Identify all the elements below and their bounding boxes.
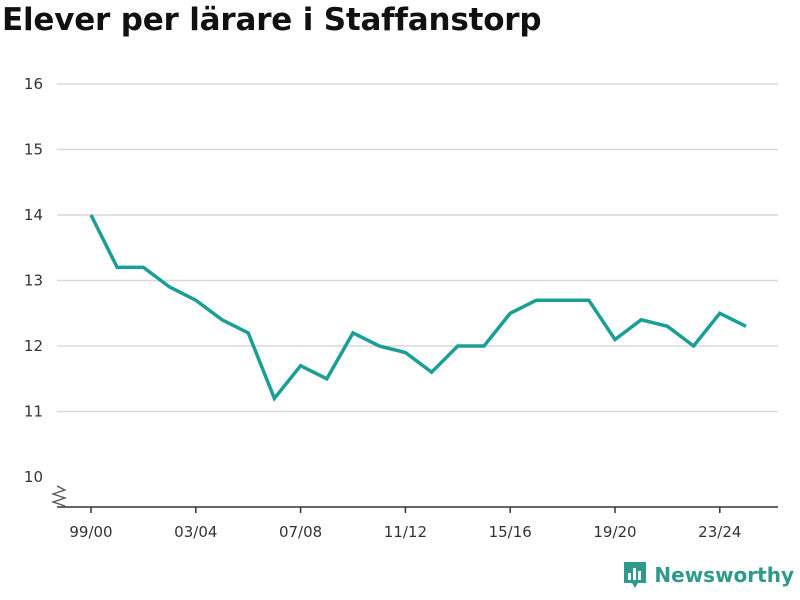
y-tick-label: 13 — [24, 272, 43, 290]
x-tick-label: 19/20 — [593, 523, 636, 541]
y-tick-label: 10 — [24, 468, 43, 486]
y-axis-ticks: 10 11 12 13 14 15 16 — [24, 75, 43, 486]
newsworthy-logo[interactable]: Newsworthy — [622, 560, 794, 590]
y-tick-label: 12 — [24, 337, 43, 355]
x-tick-label: 23/24 — [698, 523, 741, 541]
x-axis: 99/00 03/04 07/08 11/12 15/16 19/20 23/24 — [57, 506, 778, 541]
y-tick-label: 14 — [24, 206, 43, 224]
x-tick-label: 03/04 — [174, 523, 217, 541]
series-layer — [89, 214, 747, 402]
x-tick-label: 07/08 — [279, 523, 322, 541]
x-tick-label: 99/00 — [69, 523, 112, 541]
series-line — [89, 214, 747, 402]
x-tick-label: 15/16 — [489, 523, 532, 541]
gridlines — [50, 83, 778, 507]
chart-title: Elever per lärare i Staffanstorp — [2, 2, 542, 38]
newsworthy-logo-icon — [624, 562, 647, 588]
axis-break-icon — [50, 485, 68, 507]
y-tick-label: 16 — [24, 75, 43, 93]
newsworthy-logo-text: Newsworthy — [654, 563, 794, 587]
x-tick-label: 11/12 — [384, 523, 427, 541]
y-tick-label: 15 — [24, 141, 43, 159]
y-tick-label: 11 — [24, 403, 43, 421]
